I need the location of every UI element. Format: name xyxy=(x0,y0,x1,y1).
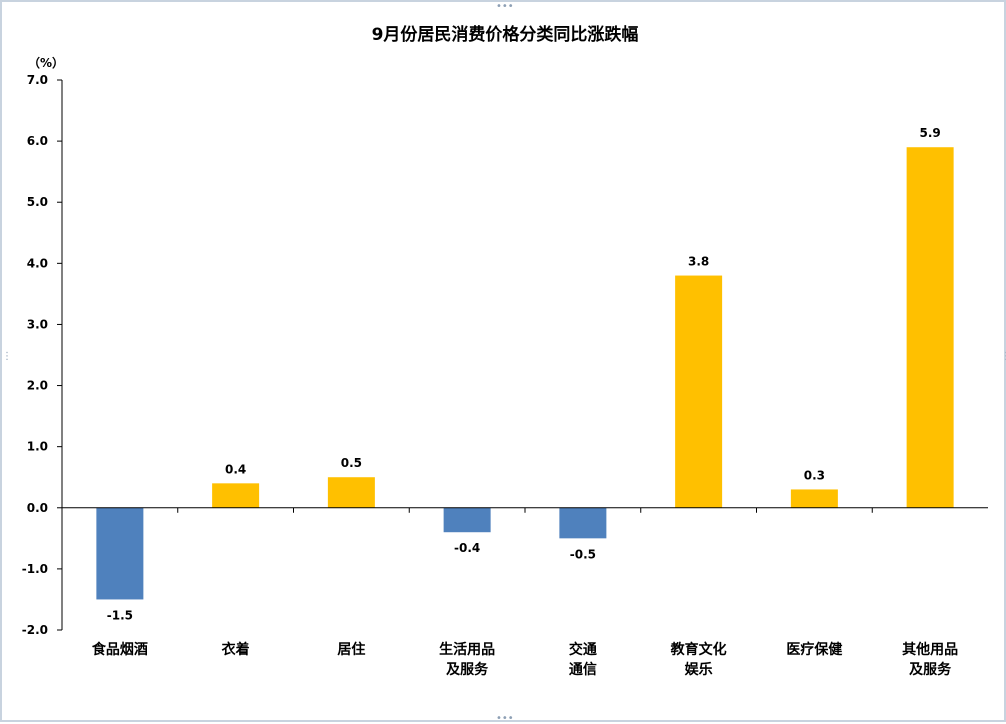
x-category-label: 居住 xyxy=(337,641,365,658)
bar xyxy=(790,489,838,508)
bar xyxy=(559,507,607,539)
chart-title: 9月份居民消费价格分类同比涨跌幅 xyxy=(371,25,639,45)
y-axis-unit: （%） xyxy=(28,56,65,70)
x-category-label: 医疗保健 xyxy=(786,641,842,658)
y-tick-label: 3.0 xyxy=(27,317,48,331)
x-category-label: 教育文化 xyxy=(671,641,727,658)
bar-value-label: 3.8 xyxy=(688,255,709,269)
x-category-label: 及服务 xyxy=(909,661,952,678)
x-category-label: 衣着 xyxy=(222,641,250,658)
bar xyxy=(212,483,260,508)
y-tick-label: 0.0 xyxy=(27,501,48,515)
bar-value-label: -0.5 xyxy=(570,547,596,561)
bar xyxy=(96,507,144,600)
y-tick-label: -2.0 xyxy=(22,623,48,637)
x-category-label: 及服务 xyxy=(446,661,489,678)
x-category-label: 通信 xyxy=(569,661,597,678)
x-category-label: 娱乐 xyxy=(685,661,713,678)
bar xyxy=(906,147,954,508)
y-tick-label: 6.0 xyxy=(27,134,48,148)
resize-handle-top[interactable]: ••• xyxy=(496,1,514,12)
bar-value-label: 0.5 xyxy=(341,456,362,470)
bar xyxy=(327,477,375,508)
x-category-label: 生活用品 xyxy=(439,641,495,658)
y-tick-label: 1.0 xyxy=(27,440,48,454)
resize-handle-right[interactable]: ⋮ xyxy=(1001,351,1006,362)
bar-value-label: 5.9 xyxy=(919,126,940,140)
bar-value-label: 0.4 xyxy=(225,462,246,476)
resize-handle-bottom[interactable]: ••• xyxy=(496,713,514,724)
y-tick-label: 4.0 xyxy=(27,256,48,270)
resize-handle-left[interactable]: ⋮ xyxy=(2,351,12,362)
bar xyxy=(675,275,723,508)
y-tick-label: 2.0 xyxy=(27,379,48,393)
x-category-label: 交通 xyxy=(569,641,597,658)
bar-value-label: -0.4 xyxy=(454,541,480,555)
y-tick-label: -1.0 xyxy=(22,562,48,576)
x-category-label: 食品烟酒 xyxy=(92,641,148,658)
y-tick-label: 7.0 xyxy=(27,73,48,87)
bar-value-label: 0.3 xyxy=(804,468,825,482)
bar xyxy=(443,507,491,533)
bar-value-label: -1.5 xyxy=(107,608,133,622)
y-tick-label: 5.0 xyxy=(27,195,48,209)
x-category-label: 其他用品 xyxy=(902,641,958,658)
